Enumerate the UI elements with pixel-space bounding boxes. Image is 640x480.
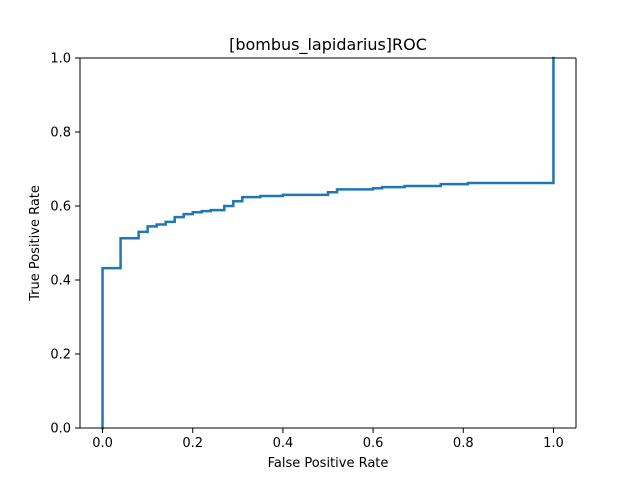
y-tick-label: 1.0 [50,52,71,67]
x-tick-label: 0.6 [363,436,384,451]
x-axis-label: False Positive Rate [268,456,389,471]
y-tick-label: 0.4 [50,274,71,289]
y-tick-label: 0.2 [50,348,71,363]
x-tick-label: 0.4 [273,436,294,451]
x-tick-label: 0.2 [182,436,203,451]
x-tick-label: 0.0 [92,436,113,451]
x-tick-label: 0.8 [453,436,474,451]
x-tick-label: 1.0 [543,436,564,451]
plot-area: 0.0 0.2 0.4 0.6 0.8 1.0 0.0 0.2 0.4 0.6 0.8 1.0 [50,52,577,451]
y-tick-label: 0.8 [50,126,71,141]
y-axis-label: True Positive Rate [28,185,43,302]
chart-title: [bombus_lapidarius]ROC [229,35,427,55]
y-tick-label: 0.6 [50,200,71,215]
y-tick-label: 0.0 [50,422,71,437]
roc-curve-line [101,56,555,430]
